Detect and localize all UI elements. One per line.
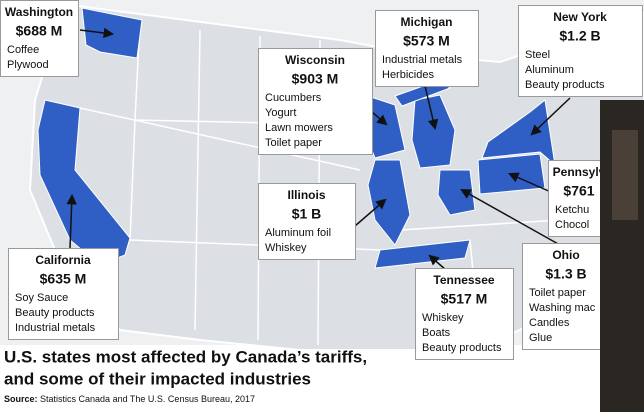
amount: $1 B [292,206,322,222]
industry: Beauty products [525,79,605,91]
callout-box: Michigan $573 M Industrial metals Herbicide… [375,10,479,87]
industry: Industrial metals [382,54,463,66]
amount: $573 M [403,33,450,49]
callout-box: New York $1.2 B Steel Aluminum Beauty produc… [518,5,643,97]
industry: Yogurt [265,107,296,119]
industry: Beauty products [422,342,502,354]
industry: Washing mac [529,302,596,314]
industry: Toilet paper [529,287,586,299]
industry: Beauty products [15,307,95,319]
industry: Lawn mowers [265,122,333,134]
state-name: Michigan [400,15,452,29]
amount: $903 M [292,71,339,87]
callout-box: Illinois $1 B Aluminum foil Whiskey [258,183,356,260]
industry: Candles [529,317,570,329]
amount: $1.3 B [545,266,586,282]
industry: Industrial metals [15,322,96,334]
state-name: Wisconsin [285,53,345,67]
title-line: and some of their impacted industries [4,369,311,388]
state-name: Washington [5,5,73,19]
industry: Steel [525,49,550,61]
callout-frame [522,243,611,350]
ohio [437,169,476,216]
industry: Glue [529,332,552,344]
source: Source: Statistics Canada and The U.S. C… [4,394,255,404]
industry: Boats [422,327,451,339]
callout-frame [258,183,356,260]
illinois [367,159,411,246]
source-text: Statistics Canada and The U.S. Census Bu… [40,394,255,404]
state-name: Ohio [552,248,579,262]
source-label: Source: [4,394,38,404]
callout-box: Washington $688 M Coffee Plywood [0,0,79,77]
industry: Ketchu [555,204,589,216]
industry: Whiskey [422,312,464,324]
callout-frame [258,48,373,155]
callout-box: California $635 M Soy Sauce Beauty products… [8,248,119,340]
industry: Soy Sauce [15,292,68,304]
industry: Toilet paper [265,137,322,149]
callout-box: Wisconsin $903 M Cucumbers Yogurt Lawn mower… [258,48,373,155]
industry: Chocol [555,219,589,231]
industry: Aluminum [525,64,574,76]
callout-frame [415,268,514,360]
amount: $517 M [441,291,488,307]
industry: Plywood [7,59,49,71]
state-name: California [35,253,91,267]
industry: Cucumbers [265,92,322,104]
michigan [411,94,456,169]
callout-frame [0,0,79,77]
callout-box: Tennessee $517 M Whiskey Boats Beauty produc… [415,268,514,360]
callout-frame [518,5,643,97]
state-name: Illinois [287,188,325,202]
arrows [66,27,571,285]
amount: $635 M [40,271,87,287]
callout-frame [8,248,119,340]
amount: $1.2 B [559,28,600,44]
callout-frame [375,10,479,87]
industry: Herbicides [382,69,434,81]
title-line: U.S. states most affected by Canada’s ta… [4,347,367,366]
state-name: New York [553,10,607,24]
amount: $761 [563,183,594,199]
industry: Whiskey [265,242,307,254]
photo-detail [612,130,638,220]
industry: Coffee [7,44,39,56]
state-name: Tennessee [433,273,494,287]
industry: Aluminum foil [265,227,331,239]
callouts: Washington $688 M Coffee Plywood Michigan $57… [0,0,643,360]
amount: $688 M [16,23,63,39]
tennessee [374,239,471,269]
callout-box: Ohio $1.3 B Toilet paper Washing mac Candles… [522,243,611,350]
state-name: Pennsylv [553,165,606,179]
